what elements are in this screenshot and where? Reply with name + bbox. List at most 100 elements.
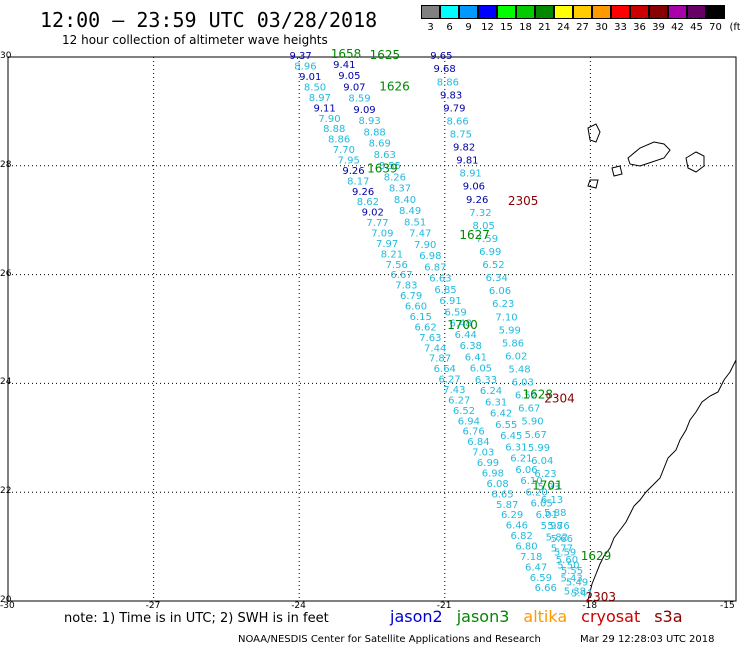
scale-label: 45 [690, 22, 703, 33]
track-a-swh-value: 9.01 [299, 72, 321, 83]
track-b-swh-value: 6.06 [515, 465, 537, 476]
track-b-swh-value: 8.37 [389, 184, 411, 195]
track-a-swh-value: 6.27 [438, 375, 460, 386]
track-c-swh-value: 6.52 [515, 391, 537, 402]
lon-tick-label: -30 [0, 601, 15, 611]
track-a-swh-value: 5.87 [496, 500, 518, 511]
scale-swatch [611, 5, 630, 19]
track-a-swh-value: 7.18 [520, 552, 542, 563]
lat-tick-label: 26 [0, 268, 12, 279]
track-c-swh-value: 5.90 [521, 417, 543, 428]
lon-tick-label: -15 [720, 601, 735, 611]
track-b-swh-value: 8.59 [348, 94, 370, 105]
track-b-swh-value: 8.88 [364, 127, 386, 138]
track-b-swh-value: 9.07 [343, 82, 365, 93]
time-label: 1626 [379, 80, 410, 94]
track-b-swh-value: 5.98 [541, 521, 563, 532]
track-b-swh-value: 7.90 [414, 240, 436, 251]
track-a-swh-value: 7.97 [376, 239, 398, 250]
satellite-legend-altika: altika [523, 607, 568, 626]
scale-swatch [573, 5, 592, 19]
track-a-swh-value: 7.77 [366, 218, 388, 229]
scale-unit: (ft) [729, 22, 740, 33]
time-label: 2303 [586, 590, 617, 604]
track-b-swh-value: 8.93 [358, 116, 380, 127]
track-a-swh-value: 8.21 [381, 249, 403, 260]
track-c-swh-value: 6.52 [482, 260, 504, 271]
track-a-swh-value: 6.62 [414, 322, 436, 333]
track-a-swh-value: 6.64 [434, 364, 456, 375]
track-b-swh-value: 6.98 [419, 251, 441, 262]
track-c-swh-value: 5.48 [508, 365, 530, 376]
track-a-swh-value: 6.60 [405, 302, 427, 313]
track-b-swh-value: 5.82 [546, 532, 568, 543]
track-b-swh-value: 6.05 [531, 499, 553, 510]
track-b-swh-value: 8.40 [394, 195, 416, 206]
track-a-swh-value: 7.95 [338, 155, 360, 166]
track-b-swh-value: 6.44 [455, 330, 477, 341]
track-c-swh-value: 7.32 [469, 208, 491, 219]
track-b-swh-value: 6.20 [525, 487, 547, 498]
track-a-swh-value: 6.79 [400, 291, 422, 302]
track-b-swh-value: 9.05 [338, 71, 360, 82]
track-b-swh-value: 8.49 [399, 206, 421, 217]
track-a-swh-value: 7.03 [472, 448, 494, 459]
lon-tick-label: -27 [145, 601, 161, 611]
track-a-swh-value: 7.90 [318, 114, 340, 125]
scale-swatch [478, 5, 497, 19]
track-c-swh-value: 5.99 [499, 325, 521, 336]
track-a-swh-value: 6.84 [467, 437, 489, 448]
track-b-swh-value: 6.05 [470, 364, 492, 375]
scale-swatch [497, 5, 516, 19]
scale-label: 12 [481, 22, 494, 33]
tenerife-island [627, 141, 671, 167]
track-a-swh-value: 6.52 [453, 406, 475, 417]
note-text: note: 1) Time is in UTC; 2) SWH is in fe… [64, 611, 329, 626]
footer-credit: NOAA/NESDIS Center for Satellite Applica… [238, 634, 541, 645]
grid-lines [7, 56, 737, 602]
lat-tick-label: 30 [0, 51, 12, 61]
track-b-swh-value: 9.41 [333, 60, 355, 71]
satellite-legend-jason2: jason2 [390, 607, 443, 626]
track-c-swh-value: 5.76 [547, 521, 569, 532]
track-b-swh-value: 6.55 [495, 420, 517, 431]
track-c-swh-value: 7.10 [495, 312, 517, 323]
satellite-legend-jason3: jason3 [456, 607, 510, 626]
scale-label: 33 [614, 22, 627, 33]
track-b-swh-value: 6.45 [500, 431, 522, 442]
track-a-swh-value: 9.26 [342, 166, 364, 177]
satellite-legend-cryosat: cryosat [581, 607, 641, 626]
lat-tick-label: 22 [0, 486, 12, 497]
lon-tick-label: -24 [291, 601, 306, 611]
track-c-swh-value: 6.04 [531, 456, 553, 467]
track-c-swh-value: 6.99 [479, 247, 501, 258]
track-c-swh-value: 8.66 [447, 116, 469, 127]
track-b-swh-value: 6.85 [434, 285, 456, 296]
scale-swatch [706, 5, 725, 19]
scale-label: 15 [500, 22, 513, 33]
track-b-swh-value: 5.77 [551, 544, 573, 555]
track-b-swh-value: 8.55 [379, 161, 401, 172]
track-c-swh-value: 8.86 [437, 77, 459, 88]
track-c-swh-value: 9.06 [463, 182, 485, 193]
track-a-swh-value: 6.15 [410, 312, 432, 323]
lat-tick-label: 20 [0, 595, 12, 605]
time-label: 2305 [508, 194, 539, 208]
track-c-swh-value: 6.06 [489, 286, 511, 297]
africa-coastline [587, 359, 737, 601]
track-b-swh-value: 6.10 [520, 476, 542, 487]
scale-swatch [592, 5, 611, 19]
track-c-swh-value: 6.13 [541, 495, 563, 506]
lat-tick-label: 24 [0, 377, 12, 388]
track-a-swh-value: 9.11 [314, 103, 336, 114]
track-b-swh-value: 6.48 [450, 319, 472, 330]
scale-label: 24 [557, 22, 570, 33]
scale-swatch [459, 5, 478, 19]
scale-swatch [630, 5, 649, 19]
track-b-swh-value: 6.24 [480, 386, 502, 397]
track-a-swh-value: 6.76 [463, 427, 485, 438]
track-a-swh-value: 8.88 [323, 124, 345, 135]
